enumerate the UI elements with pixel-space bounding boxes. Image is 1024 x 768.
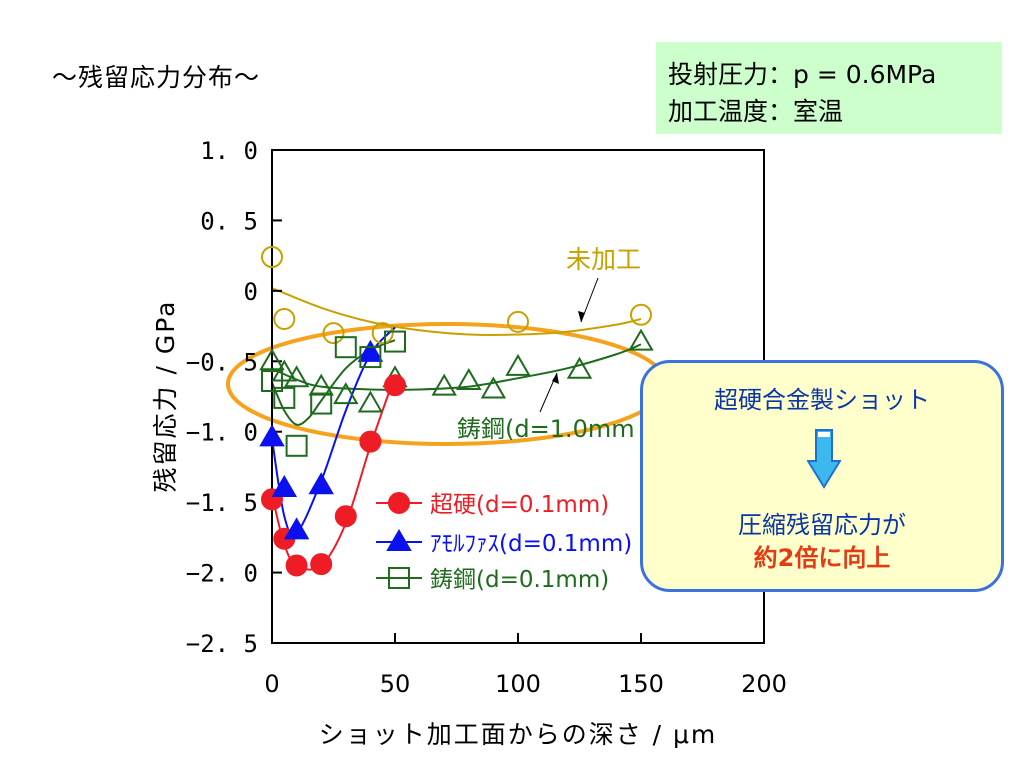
data-point-d-0-1mm [310,553,333,576]
data-point-d-1-0mm [628,328,654,351]
callout-shot-material: 超硬合金製ショット [714,386,930,414]
legend-marker-d-0-1mm [388,567,410,589]
condition-pressure: 投射圧力：p = 0.6MPa [668,60,937,89]
data-point-d-0-1mm [384,374,406,397]
data-point-d-0-1mm [334,505,357,528]
annotation-untreated-arrowhead [578,311,585,322]
legend-label-d-0-1mm: ｱﾓﾙﾌｧｽ(d=0.1mm) [430,531,632,557]
y-tick-label: −2. 0 [186,560,258,588]
callout-result-text: 圧縮残留応力が [738,511,906,539]
fit-curve-d-1-0mm [271,343,642,391]
data-points [259,246,654,577]
data-point-d-1-0mm [431,373,457,396]
fit-curve-series [271,287,642,336]
annotation-cast-steel-1mm-label: 鋳鋼(d=1.0mm [457,415,635,443]
x-tick-label: 50 [380,670,411,698]
annotation-cast-steel-1mm: 鋳鋼(d=1.0mm [457,372,635,443]
data-point-series [322,322,345,345]
data-point-d-0-1mm [261,370,283,393]
x-tick-label: 100 [495,670,541,698]
data-point-d-1-0mm [259,348,285,371]
data-point-series [630,303,652,326]
x-tick-label: 0 [264,670,279,698]
data-point-series [261,246,283,269]
legend-marker-d-0-1mm [386,529,412,551]
down-arrow-icon [807,429,841,489]
y-axis-ticks: 1. 0 0. 5 0 −0. 5 −1. 0 −1. 5 −2. 0 −2. 5 [186,137,282,658]
data-point-series [507,310,529,333]
data-point-d-1-0mm [308,373,334,396]
data-point-d-0-1mm [285,554,308,577]
slide-title: ～残留応力分布～ [52,63,261,92]
data-point-series [371,322,394,345]
data-point-d-1-0mm [480,376,507,399]
data-point-d-0-1mm [310,392,333,415]
data-point-d-1-0mm [566,356,593,379]
data-point-d-1-0mm [333,382,359,405]
annotation-untreated-label: 未加工 [566,245,641,274]
annotation-cast-steel-1mm-arrowhead [552,373,559,384]
data-point-d-0-1mm [308,472,334,495]
condition-temperature: 加工温度：室温 [668,97,844,126]
data-point-d-0-1mm [359,346,382,369]
data-point-d-1-0mm [283,365,310,388]
y-axis-label: 残留応力 / GPa [151,300,180,493]
y-tick-label: 1. 0 [200,137,258,165]
data-point-d-0-1mm [271,475,298,498]
legend-label-d-0-1mm: 超硬(d=0.1mm) [430,492,609,518]
legend-marker-d-0-1mm [388,492,410,514]
data-point-series [273,308,296,331]
y-tick-label: −2. 5 [186,630,258,658]
y-tick-label: 0. 5 [200,207,258,235]
data-point-d-0-1mm [384,330,406,353]
x-axis-ticks: 0 50 100 150 200 [264,633,787,698]
data-point-d-1-0mm [357,390,384,413]
conditions-box: 投射圧力：p = 0.6MPa 加工温度：室温 [656,42,1002,134]
data-point-d-1-0mm [456,368,482,391]
data-point-d-0-1mm [359,430,382,453]
data-point-d-0-1mm [334,336,357,359]
y-tick-label: −1. 5 [186,489,258,517]
legend: 超硬(d=0.1mm) ｱﾓﾙﾌｧｽ(d=0.1mm) 鋳鋼(d=0.1mm) [376,492,632,593]
y-tick-label: −1. 0 [186,419,258,447]
data-point-d-0-1mm [259,424,285,447]
data-point-d-1-0mm [505,353,531,376]
data-point-d-0-1mm [273,386,296,409]
y-tick-label: −0. 5 [186,348,258,376]
data-point-d-0-1mm [285,434,308,457]
x-tick-label: 200 [741,670,787,698]
data-point-d-0-1mm [357,339,384,362]
callout-box: 超硬合金製ショット 圧縮残留応力が 約2倍に向上 [640,360,1004,592]
callout-highlight-text: 約2倍に向上 [753,544,891,572]
x-axis-label: ショット加工面からの深さ / μm [319,720,718,749]
x-tick-label: 150 [618,670,664,698]
annotation-untreated: 未加工 [566,245,641,323]
legend-label-d-0-1mm: 鋳鋼(d=0.1mm) [430,567,609,593]
y-tick-label: 0 [244,278,258,306]
data-point-d-0-1mm [283,517,310,540]
